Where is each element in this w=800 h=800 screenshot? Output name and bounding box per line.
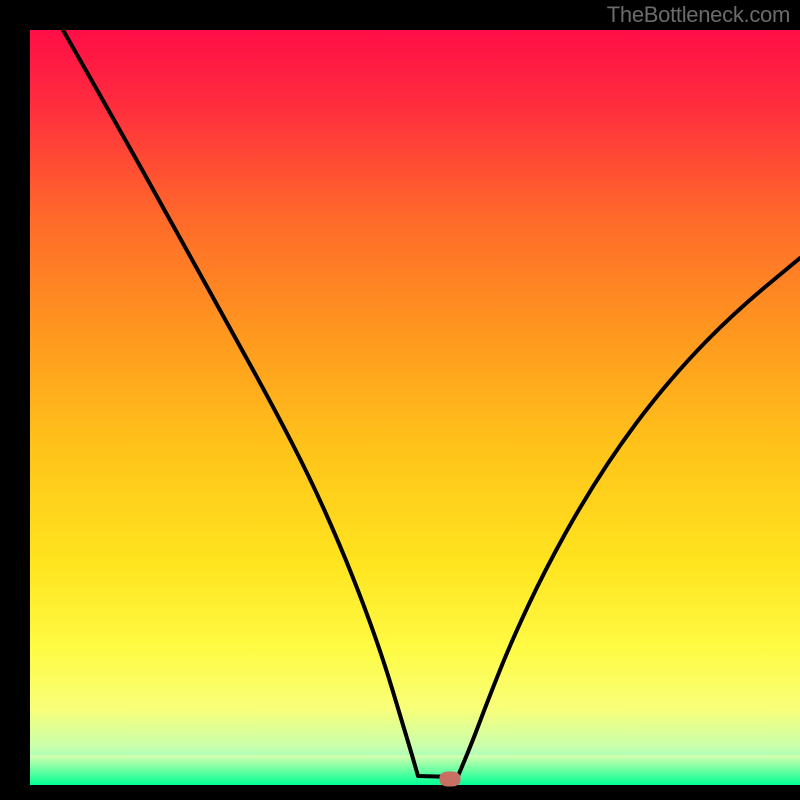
- watermark-label: TheBottleneck.com: [607, 2, 790, 28]
- bottleneck-curve: [0, 0, 800, 800]
- optimal-point-marker: [440, 772, 461, 787]
